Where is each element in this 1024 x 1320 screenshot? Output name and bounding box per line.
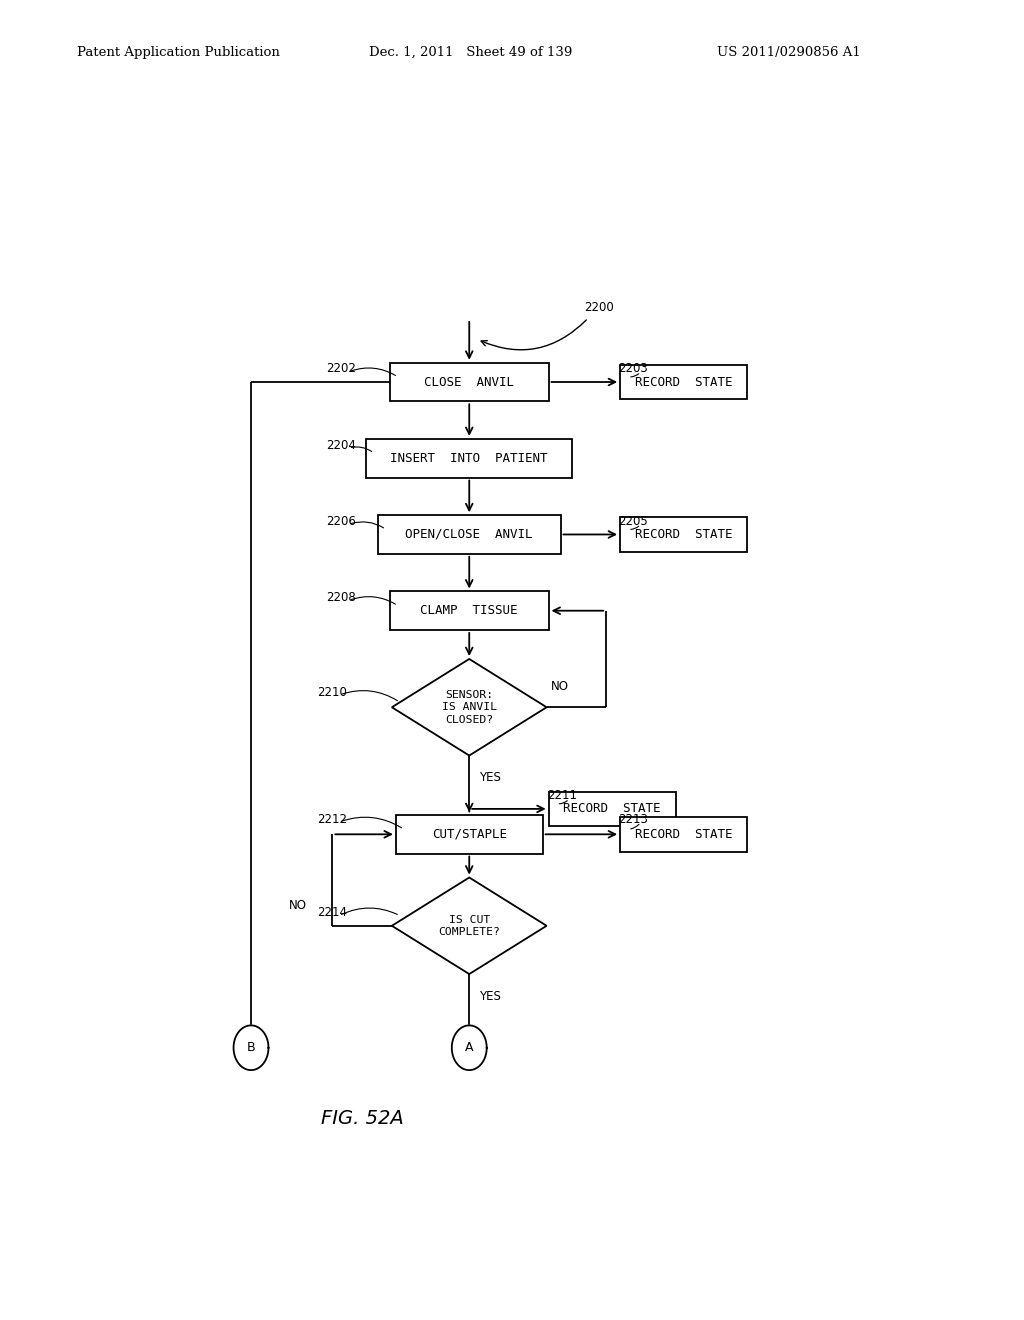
- Polygon shape: [392, 659, 547, 755]
- Text: NO: NO: [289, 899, 307, 912]
- Text: B: B: [247, 1041, 255, 1055]
- Text: 2205: 2205: [618, 515, 648, 528]
- Text: 2200: 2200: [585, 301, 614, 314]
- Text: RECORD  STATE: RECORD STATE: [563, 803, 660, 816]
- Text: 2212: 2212: [316, 813, 347, 825]
- Text: 2211: 2211: [547, 789, 577, 803]
- Text: A: A: [465, 1041, 473, 1055]
- Text: INSERT  INTO  PATIENT: INSERT INTO PATIENT: [390, 451, 548, 465]
- Text: US 2011/0290856 A1: US 2011/0290856 A1: [717, 46, 860, 59]
- Text: NO: NO: [551, 680, 568, 693]
- Text: 2204: 2204: [327, 438, 356, 451]
- Text: CUT/STAPLE: CUT/STAPLE: [432, 828, 507, 841]
- Text: RECORD  STATE: RECORD STATE: [635, 828, 732, 841]
- Text: OPEN/CLOSE  ANVIL: OPEN/CLOSE ANVIL: [406, 528, 534, 541]
- Text: FIG. 52A: FIG. 52A: [321, 1109, 403, 1129]
- Text: 2202: 2202: [327, 362, 356, 375]
- Text: 2214: 2214: [316, 906, 347, 919]
- Text: RECORD  STATE: RECORD STATE: [635, 375, 732, 388]
- Text: RECORD  STATE: RECORD STATE: [635, 528, 732, 541]
- Text: 2203: 2203: [618, 362, 648, 375]
- Polygon shape: [452, 1026, 486, 1071]
- Text: 2206: 2206: [327, 515, 356, 528]
- Bar: [396, 814, 543, 854]
- Bar: [549, 792, 676, 826]
- Bar: [378, 515, 560, 554]
- Bar: [367, 440, 572, 478]
- Text: CLAMP  TISSUE: CLAMP TISSUE: [421, 605, 518, 618]
- Bar: [620, 517, 746, 552]
- Bar: [620, 364, 746, 399]
- Text: 2213: 2213: [618, 813, 648, 825]
- Text: 2210: 2210: [316, 685, 347, 698]
- Bar: [390, 591, 549, 630]
- Polygon shape: [392, 878, 547, 974]
- Bar: [390, 363, 549, 401]
- Bar: [620, 817, 746, 851]
- Text: CLOSE  ANVIL: CLOSE ANVIL: [424, 375, 514, 388]
- Text: SENSOR:
IS ANVIL
CLOSED?: SENSOR: IS ANVIL CLOSED?: [441, 690, 497, 725]
- Text: IS CUT
COMPLETE?: IS CUT COMPLETE?: [438, 915, 500, 937]
- Polygon shape: [233, 1026, 268, 1071]
- Text: Patent Application Publication: Patent Application Publication: [77, 46, 280, 59]
- Text: 2208: 2208: [327, 591, 356, 605]
- Text: YES: YES: [479, 771, 501, 784]
- Text: YES: YES: [479, 990, 501, 1003]
- Text: Dec. 1, 2011   Sheet 49 of 139: Dec. 1, 2011 Sheet 49 of 139: [369, 46, 572, 59]
